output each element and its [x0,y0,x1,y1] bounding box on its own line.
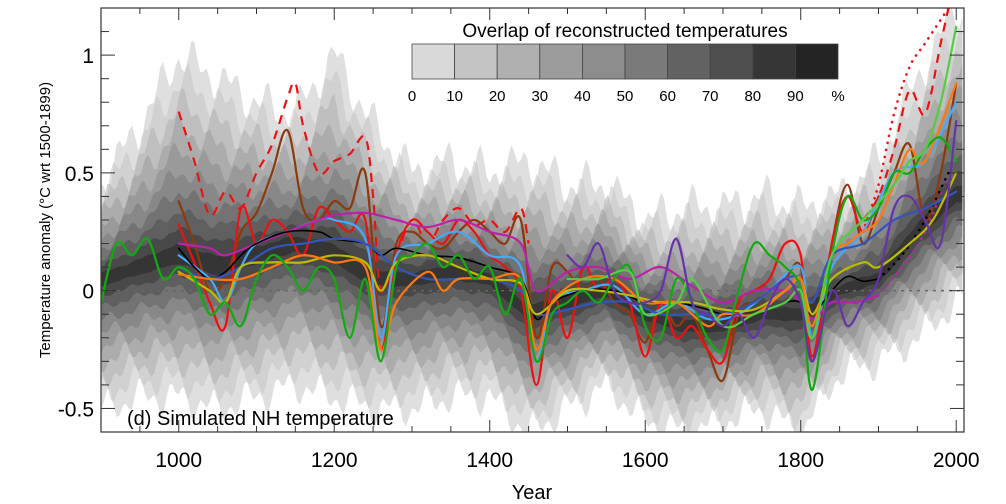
series-line-1 [861,8,950,221]
legend-swatch-0 [411,43,455,80]
legend-tick-label: 80 [744,88,761,105]
series-line-6 [177,211,880,320]
legend-swatch-4 [582,43,626,80]
series-line-10 [177,190,958,317]
legend-tick-label: 50 [617,88,634,105]
legend-swatch-2 [496,43,541,80]
x-tick-label: 1600 [622,449,669,472]
axis-ticks [100,7,964,433]
legend-swatch-7 [709,43,754,80]
legend-tick-label: 30 [531,88,548,105]
legend-tick-label: 90 [787,88,804,105]
series-line-12 [177,82,958,351]
legend-tick-labels: 0 10 20 30 40 50 60 70 80 90% [408,88,845,105]
legend-swatches [411,43,839,80]
legend-tick-label: 10 [446,88,463,105]
series-line-4 [177,195,880,386]
legend-swatch-9 [795,43,839,80]
series-line-2 [861,8,950,234]
y-tick-label: 0 [82,281,94,304]
x-tick-label: 2000 [933,449,980,472]
legend-swatch-6 [667,43,711,80]
x-tick-label: 1000 [155,449,202,472]
legend-swatch-5 [624,43,668,80]
overlap-legend: Overlap of reconstructed temperatures 0 1… [408,21,845,105]
legend-swatch-1 [454,43,498,80]
series-line-15 [566,120,958,363]
legend-tick-label: % [831,88,844,105]
legend-swatch-3 [539,43,583,80]
legend-tick-label: 20 [489,88,506,105]
legend-swatch-8 [752,43,796,80]
series-lines [101,8,958,391]
x-tick-labels: 1000 1200 1400 1600 1800 2000 [155,449,979,472]
series-line-7 [877,171,950,297]
panel-label: (d) Simulated NH temperature [127,408,394,430]
x-axis-title: Year [512,482,553,504]
x-tick-label: 1400 [466,449,513,472]
y-tick-labels: -0.5 0 0.5 1 [58,45,94,421]
x-tick-label: 1800 [777,449,824,472]
x-tick-label: 1200 [311,449,358,472]
legend-tick-label: 60 [659,88,676,105]
legend-tick-label: 70 [702,88,719,105]
series-line-9 [877,171,950,281]
legend-tick-label: 40 [574,88,591,105]
series-line-11 [177,171,958,316]
y-axis-title: Temperature anomaly (°C wrt 1500-1899) [37,82,54,358]
series-line-13 [101,136,958,391]
y-tick-label: 1 [82,45,94,68]
legend-title: Overlap of reconstructed temperatures [462,21,787,42]
y-tick-label: -0.5 [58,398,94,421]
legend-tick-label: 0 [408,88,416,105]
y-tick-label: 0.5 [65,163,94,186]
